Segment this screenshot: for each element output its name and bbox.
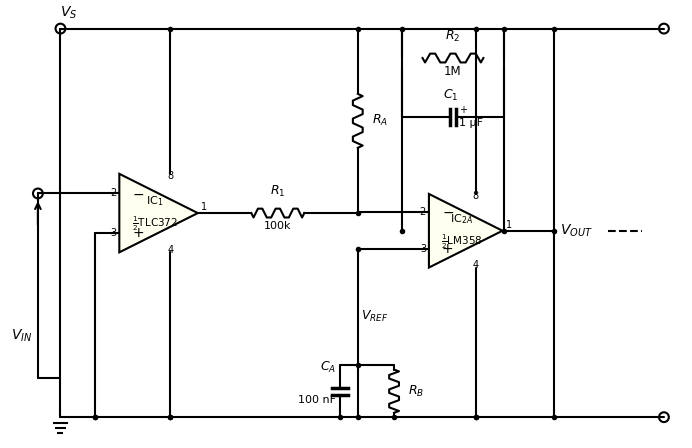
Text: $V_{REF}$: $V_{REF}$ <box>361 309 388 324</box>
Text: 100k: 100k <box>264 221 291 231</box>
Text: 4: 4 <box>473 260 479 271</box>
Text: $\frac{1}{2}$TLC372: $\frac{1}{2}$TLC372 <box>131 215 178 233</box>
Text: $R_1$: $R_1$ <box>270 184 286 199</box>
Text: 2: 2 <box>420 207 426 217</box>
Text: $R_B$: $R_B$ <box>408 383 424 399</box>
Text: $-$: $-$ <box>132 186 144 200</box>
Text: 3: 3 <box>420 244 426 254</box>
Text: $C_A$: $C_A$ <box>320 360 336 375</box>
Text: +: + <box>459 105 467 115</box>
Text: $V_{IN}$: $V_{IN}$ <box>10 327 32 344</box>
Text: 3: 3 <box>110 228 116 238</box>
Text: +: + <box>441 242 453 256</box>
Text: IC$_{2A}$: IC$_{2A}$ <box>450 212 473 226</box>
Polygon shape <box>119 174 198 252</box>
Text: 1M: 1M <box>444 65 462 78</box>
Text: $R_2$: $R_2$ <box>446 29 461 44</box>
Polygon shape <box>429 194 502 267</box>
Text: IC$_1$: IC$_1$ <box>146 194 163 208</box>
Text: $C_1$: $C_1$ <box>444 88 459 103</box>
Text: +: + <box>132 226 144 240</box>
Text: 8: 8 <box>167 171 174 181</box>
Text: $V_{OUT}$: $V_{OUT}$ <box>560 223 593 239</box>
Text: $R_A$: $R_A$ <box>372 113 388 129</box>
Text: 1: 1 <box>201 202 207 212</box>
Text: 8: 8 <box>473 191 479 201</box>
Text: 1: 1 <box>505 220 511 230</box>
Text: 4: 4 <box>167 245 174 255</box>
Text: $\frac{1}{2}$LM358: $\frac{1}{2}$LM358 <box>441 233 482 251</box>
Text: $V_S$: $V_S$ <box>60 4 78 21</box>
Text: 2: 2 <box>110 189 116 198</box>
Text: 1 μF: 1 μF <box>459 118 483 128</box>
Text: 100 nF: 100 nF <box>298 395 336 405</box>
Text: $-$: $-$ <box>441 205 454 220</box>
